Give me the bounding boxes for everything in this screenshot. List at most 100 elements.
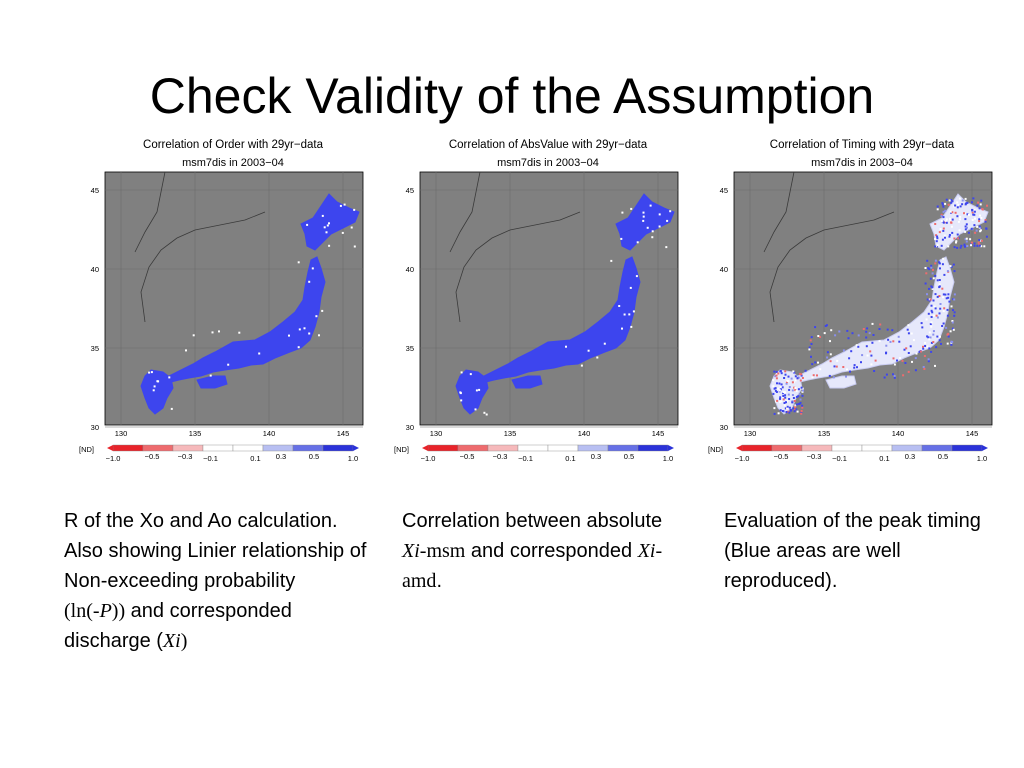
data-pixel — [970, 244, 972, 247]
map-panel-absvalue: Correlation of AbsValue with 29yr−data m… — [393, 135, 683, 480]
data-pixel — [801, 394, 804, 397]
data-pixel — [970, 227, 973, 230]
colorbar-segment — [577, 444, 609, 452]
data-pixel — [964, 225, 967, 228]
data-pixel — [951, 200, 954, 203]
data-pixel — [800, 410, 803, 412]
data-pixel — [857, 345, 860, 348]
island-honshu — [168, 256, 326, 383]
data-pixel — [929, 277, 932, 280]
data-pixel — [953, 237, 956, 240]
data-pixel — [944, 209, 947, 212]
data-pixel — [942, 322, 945, 325]
caption-text: Also showing Linier relationship of Non-… — [64, 540, 367, 592]
data-pixel — [951, 231, 954, 234]
map-subtitle: msm7dis in 2003−04 — [497, 157, 599, 169]
data-pixel — [610, 259, 613, 262]
data-pixel — [942, 221, 945, 224]
data-pixel — [978, 220, 981, 223]
colorbar-lower-label: −0.1 — [518, 454, 533, 463]
data-pixel — [782, 398, 785, 401]
data-pixel — [799, 372, 802, 375]
data-pixel — [965, 240, 968, 243]
data-pixel — [907, 332, 910, 335]
data-pixel — [980, 217, 983, 219]
data-pixel — [958, 197, 961, 200]
data-pixel — [948, 199, 951, 202]
data-pixel — [947, 296, 950, 299]
data-pixel — [971, 208, 974, 211]
data-pixel — [978, 243, 981, 246]
data-pixel — [952, 309, 954, 312]
data-pixel — [953, 314, 956, 317]
data-pixel — [774, 389, 777, 392]
data-pixel — [885, 351, 888, 354]
data-pixel — [955, 241, 957, 244]
data-pixel — [793, 386, 796, 389]
data-pixel — [929, 323, 932, 325]
data-pixel — [951, 327, 954, 330]
data-pixel — [945, 297, 948, 300]
data-pixel — [353, 245, 356, 248]
data-pixel — [153, 385, 156, 388]
data-pixel — [238, 331, 241, 334]
data-pixel — [784, 391, 786, 394]
data-pixel — [973, 244, 976, 247]
data-pixel — [938, 312, 941, 315]
data-pixel — [981, 208, 984, 211]
data-pixel — [885, 344, 888, 347]
data-pixel — [892, 357, 895, 360]
caption-right: Evaluation of the peak timing (Blue area… — [724, 510, 981, 592]
data-pixel — [794, 375, 797, 378]
colorbar-segment — [637, 444, 669, 452]
data-pixel — [790, 377, 793, 380]
data-pixel — [797, 376, 800, 379]
data-pixel — [902, 374, 905, 377]
data-pixel — [986, 204, 988, 207]
data-pixel — [786, 381, 788, 383]
data-pixel — [935, 346, 938, 349]
data-pixel — [779, 396, 782, 399]
data-pixel — [924, 345, 927, 347]
data-pixel — [949, 265, 952, 268]
data-pixel — [980, 199, 983, 202]
data-pixel — [832, 376, 835, 379]
data-pixel — [669, 210, 672, 213]
data-pixel — [636, 241, 639, 244]
data-pixel — [865, 330, 868, 333]
colorbar-upper-label: −0.3 — [178, 452, 193, 461]
data-pixel — [835, 365, 838, 368]
data-pixel — [938, 286, 941, 289]
lat-tick-label: 40 — [91, 265, 99, 274]
colorbar-segment — [921, 444, 953, 452]
data-pixel — [646, 226, 649, 229]
data-pixel — [642, 215, 645, 218]
data-pixel — [862, 328, 865, 330]
data-pixel — [788, 406, 791, 409]
data-pixel — [801, 390, 804, 393]
data-pixel — [934, 262, 937, 265]
colorbar-upper-label: 0.3 — [591, 452, 601, 461]
data-pixel — [861, 354, 864, 357]
data-pixel — [836, 359, 839, 362]
island-hokkaido — [615, 193, 675, 251]
data-pixel — [956, 233, 959, 236]
data-pixel — [976, 225, 979, 228]
data-pixel — [603, 342, 606, 345]
data-pixel — [978, 239, 981, 241]
xi-symbol: Xi — [637, 540, 656, 562]
data-pixel — [938, 283, 941, 286]
data-pixel — [311, 267, 314, 270]
data-pixel — [775, 374, 778, 377]
lat-tick-label: 35 — [91, 344, 99, 353]
land-group — [763, 171, 989, 415]
data-pixel — [979, 214, 981, 217]
paren: ) — [180, 630, 188, 652]
data-pixel — [621, 327, 623, 330]
data-pixel — [478, 388, 481, 391]
data-pixel — [942, 205, 945, 208]
data-pixel — [944, 202, 947, 205]
data-pixel — [930, 325, 933, 328]
data-pixel — [849, 370, 851, 373]
data-pixel — [953, 311, 956, 314]
